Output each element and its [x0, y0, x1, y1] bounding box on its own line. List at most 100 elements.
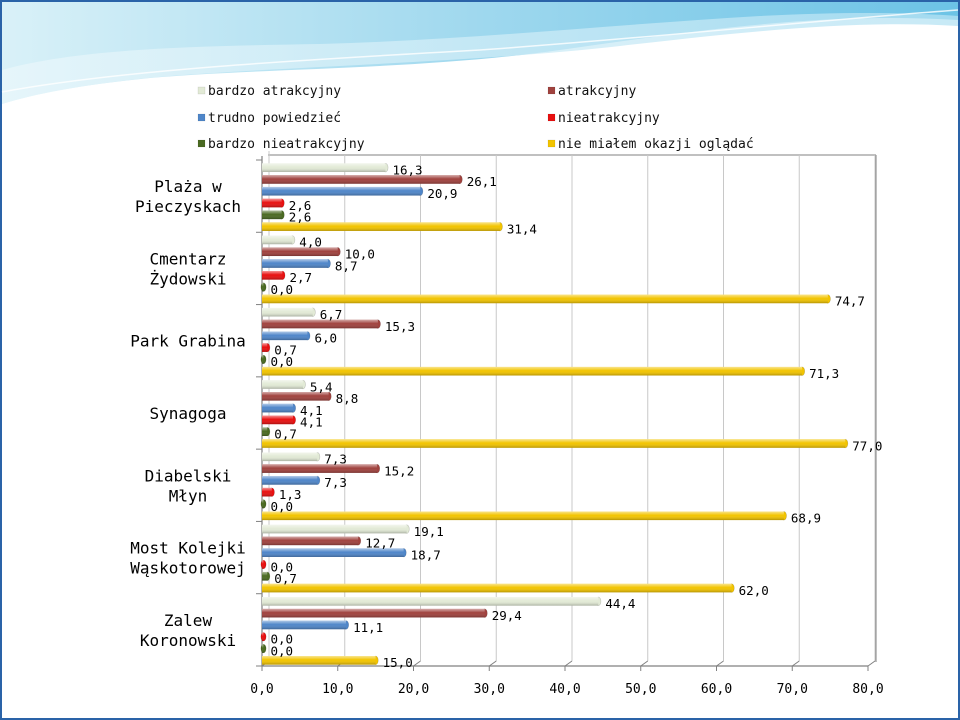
bar-shading	[262, 499, 264, 509]
bar-shading	[262, 620, 347, 630]
category-label: Plaża w	[154, 177, 222, 196]
legend-label: bardzo atrakcyjny	[208, 84, 341, 99]
bar-shading	[262, 439, 846, 448]
grid-floor-diagonal	[791, 660, 800, 667]
gridlines	[261, 155, 876, 667]
data-label: 68,9	[791, 511, 821, 526]
data-label: 10,0	[345, 247, 375, 262]
bar-shading	[262, 319, 378, 329]
data-label: 4,1	[300, 415, 323, 430]
data-label: 0,7	[274, 571, 297, 586]
grid-floor-diagonal	[564, 660, 573, 667]
data-label: 15,3	[385, 319, 415, 334]
bar-shading	[262, 343, 268, 352]
category-label: Park Grabina	[130, 332, 246, 351]
category-label: Most Kolejki	[130, 539, 246, 558]
legend-label: nieatrakcyjny	[558, 111, 660, 126]
bar-shading	[262, 282, 264, 292]
legend-swatch	[547, 86, 556, 95]
category-label: Pieczyskach	[135, 197, 241, 216]
bar-shading	[262, 186, 421, 196]
legend: bardzo atrakcyjny atrakcyjny trudno powied…	[197, 84, 754, 152]
grid-floor-diagonal	[716, 660, 724, 667]
bar-shading	[262, 427, 268, 436]
bar-shading	[262, 487, 272, 497]
data-label: 19,1	[414, 524, 444, 539]
data-label: 0,0	[271, 643, 294, 658]
data-label: 0,7	[274, 342, 297, 357]
bars	[260, 163, 849, 665]
category-label: Młyn	[169, 486, 208, 505]
bar-shading	[262, 331, 308, 341]
data-label: 4,1	[300, 403, 323, 418]
data-label: 6,0	[314, 331, 337, 346]
data-label: 2,6	[289, 210, 312, 225]
bar-shading	[262, 380, 303, 389]
x-tick-label: 20,0	[398, 682, 429, 697]
x-tick-label: 50,0	[625, 682, 656, 697]
bar-shading	[262, 307, 313, 317]
data-label: 8,7	[335, 258, 358, 273]
x-tick-label: 30,0	[474, 682, 505, 697]
data-label: 77,0	[852, 438, 882, 453]
category-label: Cmentarz	[149, 249, 226, 268]
x-tick-label: 10,0	[322, 682, 353, 697]
data-label: 7,3	[324, 452, 347, 467]
data-label: 1,3	[279, 487, 302, 502]
legend-label: atrakcyjny	[558, 84, 636, 99]
data-label: 0,0	[271, 282, 294, 297]
bar-shading	[262, 560, 264, 569]
bar-shading	[262, 536, 359, 546]
bar-shading	[262, 548, 404, 557]
data-label: 26,1	[467, 174, 497, 189]
grid-floor-diagonal	[488, 660, 497, 667]
grid-floor-diagonal	[867, 660, 876, 667]
bar-shading	[262, 271, 283, 280]
bar-shading	[262, 259, 328, 268]
bar-shading	[262, 644, 264, 653]
grid-floor-diagonal	[640, 660, 649, 667]
x-tick-label: 60,0	[701, 682, 732, 697]
bar-shading	[262, 235, 293, 245]
data-label: 0,0	[271, 632, 294, 647]
data-label: 15,0	[383, 655, 413, 670]
header-wave-highlight	[2, 13, 958, 104]
data-label: 44,4	[605, 596, 635, 611]
bar-shading	[262, 476, 318, 485]
bar-shading	[262, 656, 376, 665]
bar-shading	[262, 583, 732, 593]
x-tick-label: 0,0	[250, 682, 273, 697]
x-tick-label: 70,0	[777, 682, 808, 697]
data-label: 62,0	[739, 583, 769, 598]
bar-shading	[262, 571, 268, 581]
data-label: 0,0	[271, 559, 294, 574]
data-labels: 16,326,120,92,62,631,44,010,08,72,70,074…	[271, 162, 883, 670]
data-label: 15,2	[384, 463, 414, 478]
bar-shading	[262, 403, 294, 413]
legend-label: trudno powiedzieć	[208, 111, 341, 126]
data-label: 6,7	[320, 307, 343, 322]
bar-shading	[262, 608, 485, 618]
bar-shading	[262, 415, 294, 425]
x-tick-label: 40,0	[549, 682, 580, 697]
data-label: 0,7	[274, 427, 297, 442]
bar-shading	[262, 632, 264, 642]
legend-swatch	[547, 113, 556, 122]
bar-shading	[262, 452, 318, 462]
category-label: Zalew	[164, 611, 213, 630]
data-label: 2,7	[289, 270, 312, 285]
bar-shading	[262, 198, 282, 208]
data-label: 16,3	[392, 162, 422, 177]
bar-shading	[262, 524, 407, 534]
data-label: 5,4	[310, 379, 333, 394]
data-label: 11,1	[353, 620, 383, 635]
data-label: 8,8	[336, 391, 359, 406]
bar-shading	[262, 210, 282, 220]
data-label: 0,0	[271, 354, 294, 369]
bar-shading	[262, 247, 338, 257]
bar-shading	[262, 294, 828, 304]
legend-swatch	[197, 86, 206, 95]
bar-shading	[262, 163, 386, 172]
legend-label: nie miałem okazji oglądać	[558, 137, 754, 152]
